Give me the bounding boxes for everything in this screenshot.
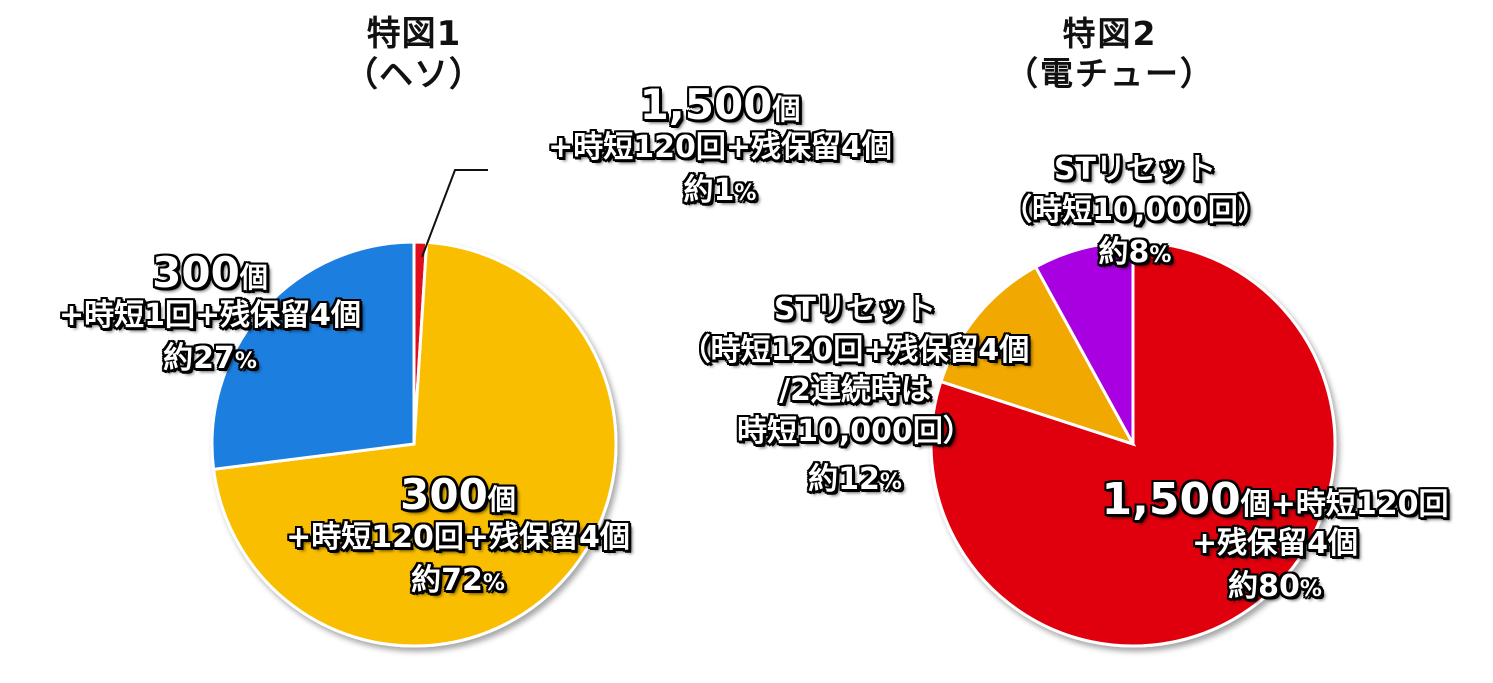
chart-1-title: 特図1 （ヘソ） [314,14,514,96]
slice-detail-text: （時短10,000回） [1002,192,1268,228]
slice-percent-text: 約27 [163,340,235,376]
percent-sign: % [879,470,902,495]
slice-detail-text: （時短120回+残保留4個 [680,332,1030,368]
slice-value-text: 300 [152,248,240,297]
slice-detail-text: +時短1回+残保留4個 [58,298,362,334]
slice-value-text: 1,500 [639,80,773,129]
slice-detail-text: STリセット [773,292,937,327]
chart-2-title-line1: 特図2 [1062,14,1158,53]
chart-1-slice-3 [210,240,416,471]
slice-percent-text: 約1 [683,172,735,208]
slice-detail-text: +時短120回+残保留4個 [286,520,630,556]
chart-2-slice-3 [1033,240,1135,445]
slice-percent-text: 約72 [411,562,483,598]
chart-2-title-line2: （電チュー） [1005,53,1215,93]
slice-unit-text: 個 [239,261,268,294]
chart-1-slice-1-label: 1,500個 +時短120回+残保留4個 約1% [500,80,940,212]
leader-line-1 [421,169,488,258]
percent-sign: % [482,570,505,596]
chart-1-slice-3-label: 300個 +時短1回+残保留4個 約27% [0,248,420,380]
slice-unit-text: 個+時短120回 [1240,487,1449,522]
chart-2-title: 特図2 （電チュー） [980,14,1240,93]
pie-chart-2 [929,240,1337,648]
percent-sign: % [1149,243,1172,268]
chart-1-title-line2: （ヘソ） [344,54,484,95]
pie-chart-1 [210,240,618,648]
slice-value-text: 300 [400,470,488,519]
chart-2-slice-2-label: STリセット （時短120回+残保留4個 /2連続時は 時短10,000回） 約… [630,290,1080,502]
slice-detail-text: 時短10,000回） [737,413,973,449]
slice-unit-text: 個 [487,483,516,516]
slice-detail-text: STリセット [1053,152,1217,187]
slice-percent-text: 約80 [1228,568,1300,604]
chart-1-slice-2-label: 300個 +時短120回+残保留4個 約72% [238,470,678,602]
chart-2-slice-3-label: STリセット （時短10,000回） 約8% [990,150,1280,275]
slice-percent-text: 約8 [1098,235,1150,270]
slice-detail-text: /2連続時は [779,373,931,408]
chart-2-slice-1-label: 1,500個+時短120回 +残保留4個 約80% [1070,474,1480,608]
chart-2-slice-2 [938,264,1137,447]
slice-percent-text: 約12 [808,462,880,497]
percent-sign: % [234,348,257,374]
slice-detail-text: +時短120回+残保留4個 [548,130,892,166]
percent-sign: % [734,180,757,206]
chart-1-title-line1: 特図1 [366,14,462,54]
percent-sign: % [1299,576,1322,602]
slice-value-text: 1,500 [1101,474,1241,525]
slice-unit-text: 個 [772,93,801,126]
slice-detail-text: +残保留4個 [1191,526,1358,562]
